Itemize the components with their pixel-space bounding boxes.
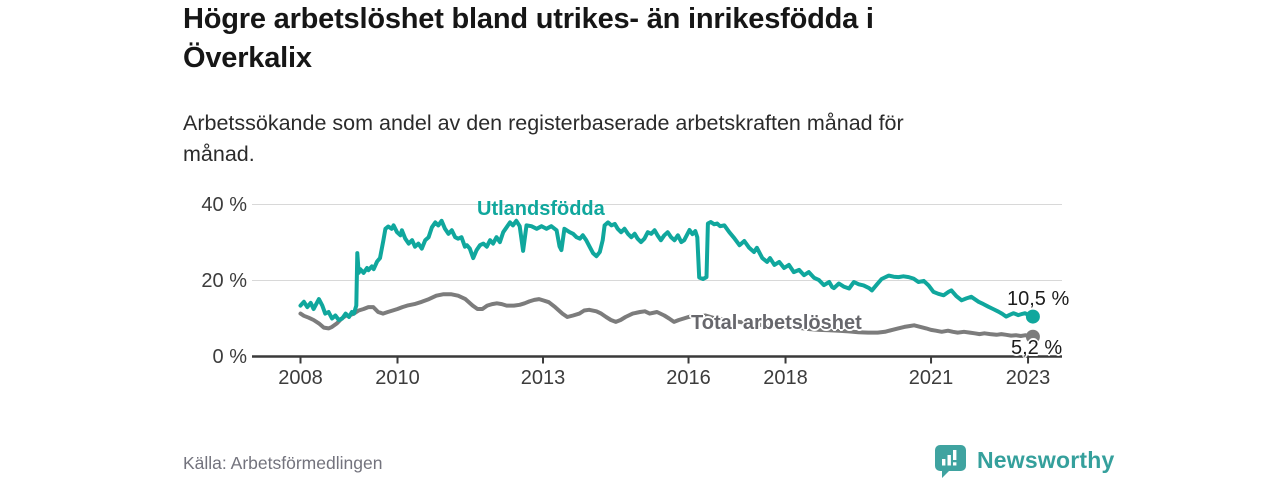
- x-axis-tick-label: 2021: [908, 367, 954, 389]
- y-axis-tick-label: 20 %: [201, 269, 247, 292]
- y-axis-tick-label: 40 %: [201, 193, 247, 216]
- newsworthy-logo[interactable]: Newsworthy: [933, 443, 1114, 478]
- source-note: Källa: Arbetsförmedlingen: [183, 453, 383, 473]
- series-label-utlandsfodda: Utlandsfödda: [477, 198, 605, 220]
- x-axis-tick-label: 2008: [278, 367, 323, 389]
- series-end-dot: [1025, 329, 1040, 344]
- page-title: Högre arbetslöshet bland utrikes- än inr…: [183, 3, 874, 74]
- newsworthy-wordmark: Newsworthy: [977, 447, 1115, 473]
- series-line-utlandsf-dda: [298, 218, 1035, 322]
- end-value-label-total: 5,2 %: [1011, 337, 1063, 359]
- series-end-dot: [1025, 309, 1040, 324]
- x-axis-tick-label: 2010: [375, 367, 420, 389]
- series-line-total-arbetsl-shet: [298, 292, 1035, 339]
- x-axis-tick-label: 2016: [666, 367, 711, 389]
- chart-subtitle: Arbetssökande som andel av den registerb…: [183, 111, 904, 166]
- x-axis-tick-label: 2013: [520, 367, 566, 389]
- series-label-total-arbetsloshet: Total arbetslöshet: [691, 312, 862, 334]
- x-axis-tick-label: 2023: [1005, 367, 1051, 389]
- bar-chart-bubble-icon: [935, 445, 966, 478]
- x-axis-tick-label: 2018: [763, 367, 808, 389]
- end-value-label-utlandsfodda: 10,5 %: [1007, 288, 1070, 310]
- y-axis-tick-label: 0 %: [212, 345, 247, 368]
